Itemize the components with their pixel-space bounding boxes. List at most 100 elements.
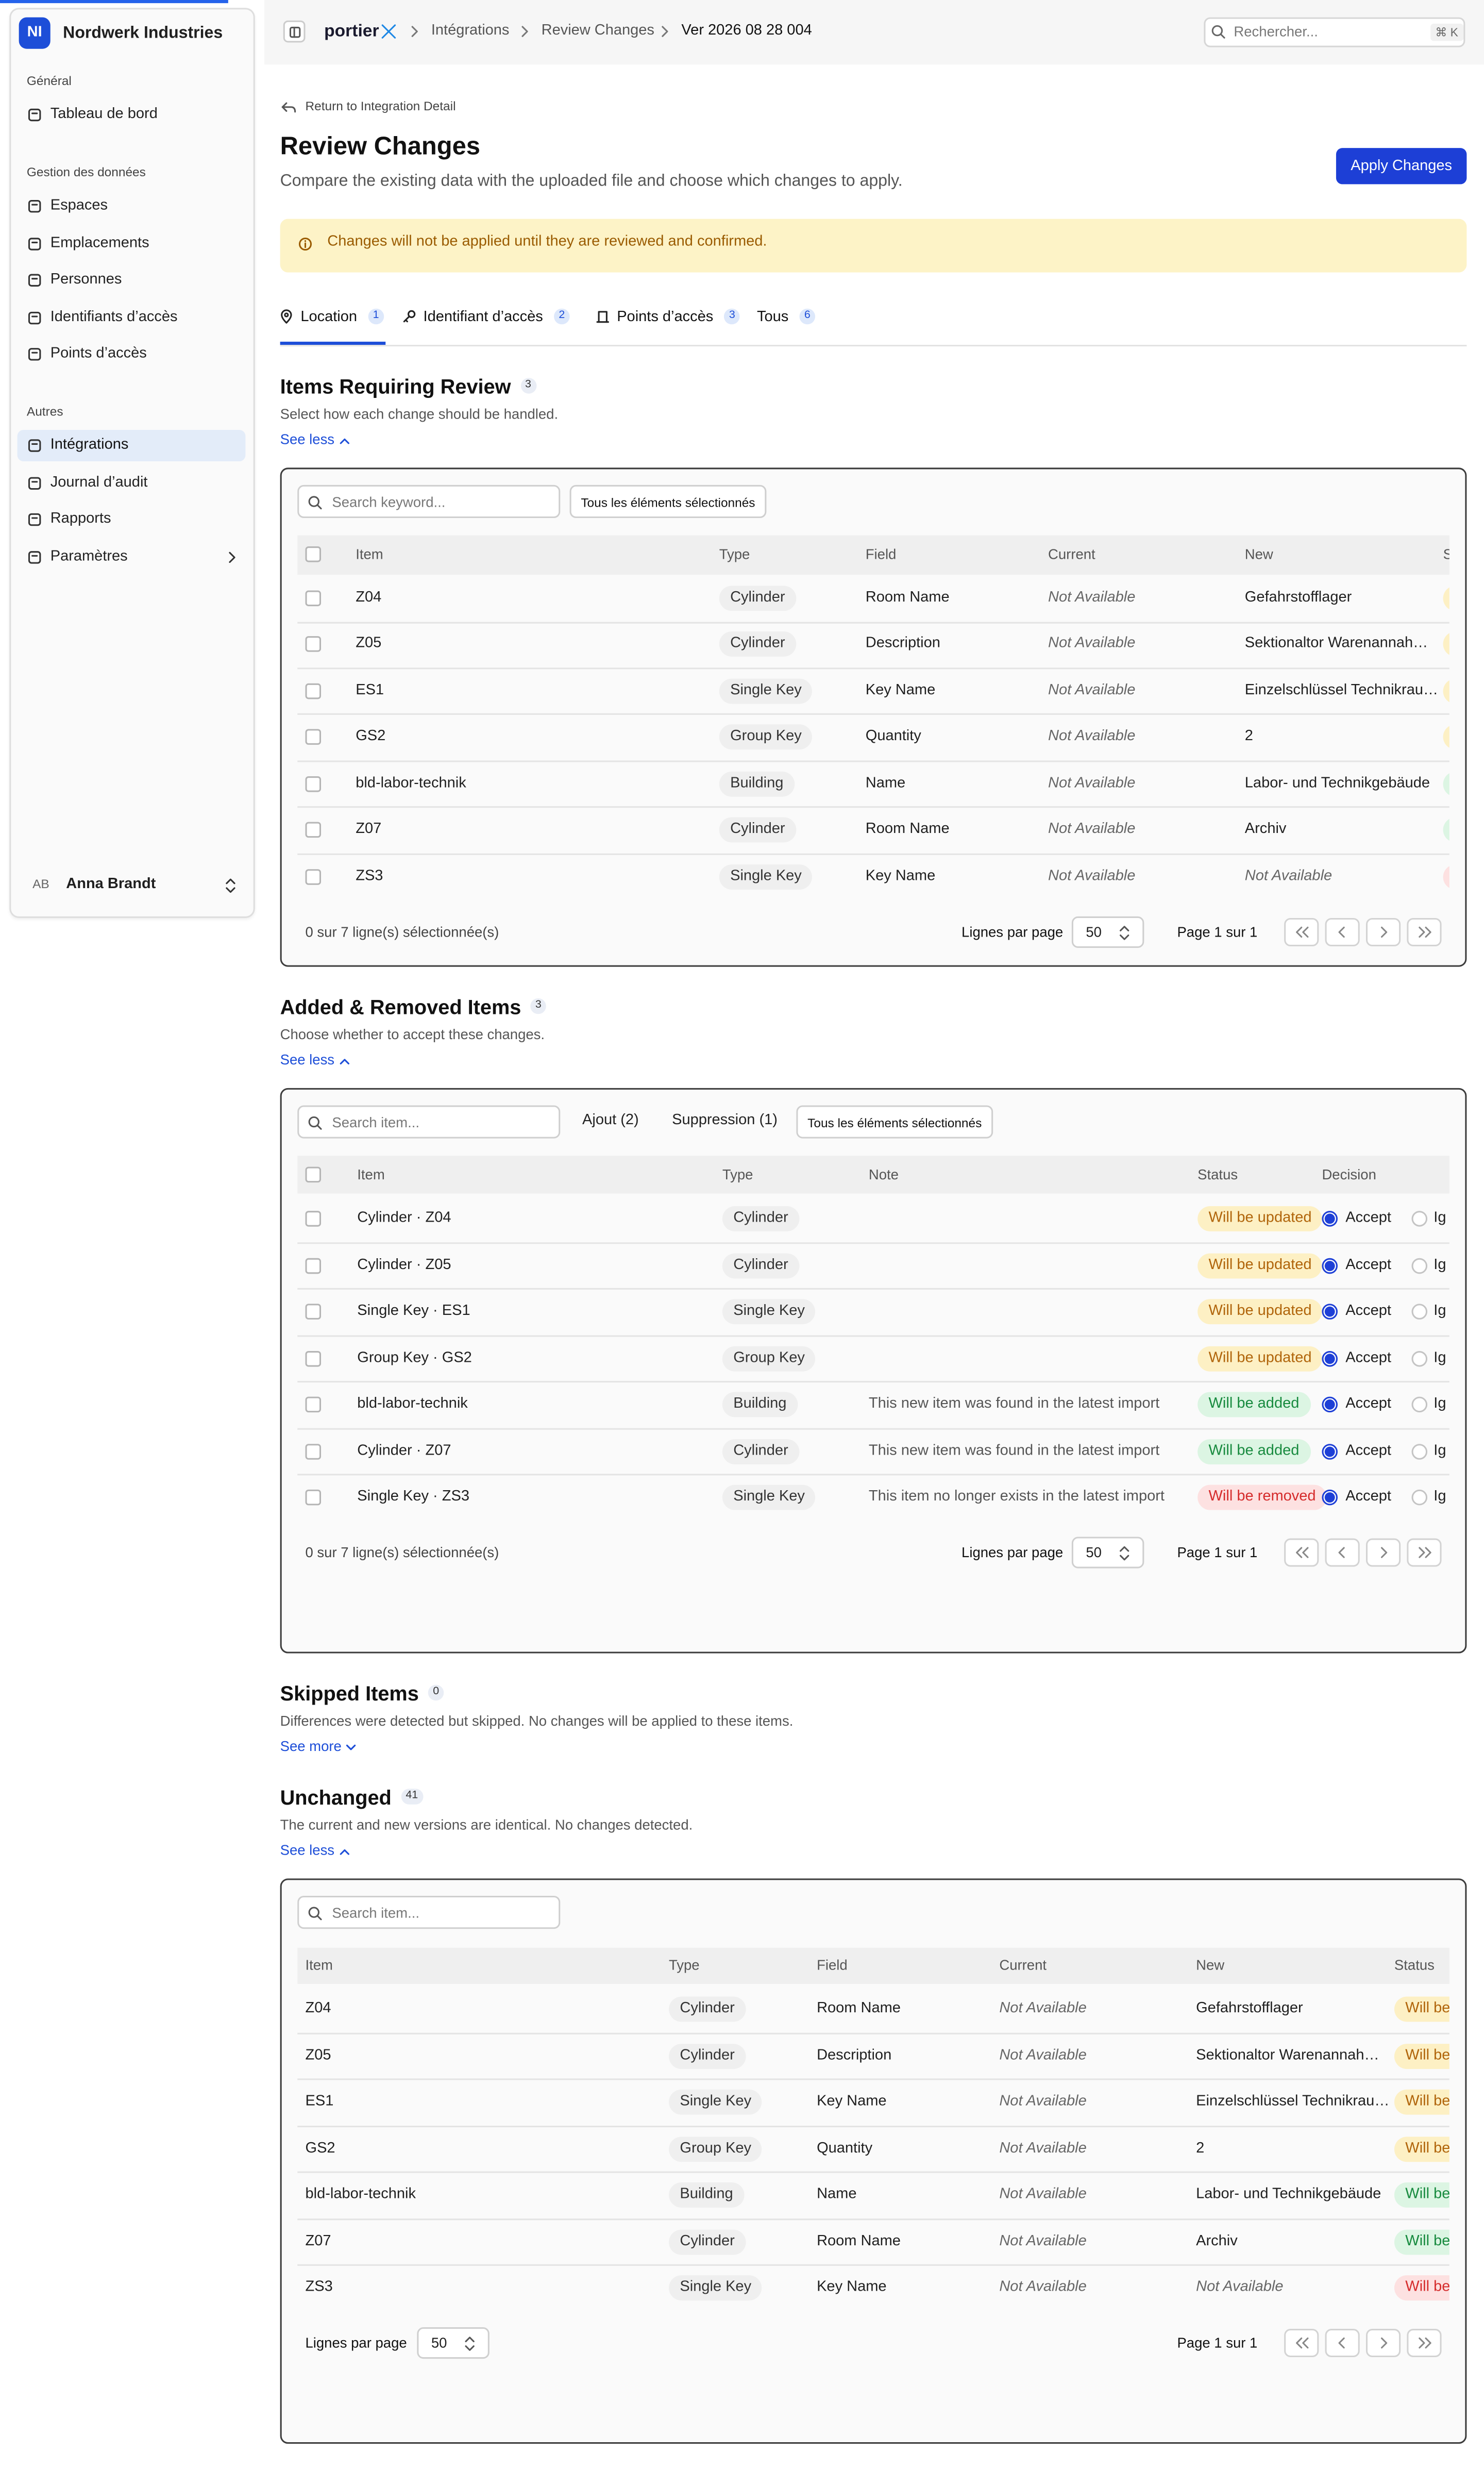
section-toggle[interactable]: See less <box>280 1842 335 1858</box>
checkbox[interactable] <box>305 1443 322 1459</box>
pager-button[interactable] <box>1325 1538 1360 1567</box>
status-badge: Will be updated <box>1198 1253 1323 1278</box>
sidebar-toggle[interactable] <box>283 20 306 43</box>
filter-chip[interactable]: Ajout (2) <box>582 1111 639 1129</box>
user-menu-icon <box>225 878 235 892</box>
nav-item[interactable]: Personnes <box>50 271 122 289</box>
back-link[interactable]: Return to Integration Detail <box>305 99 456 113</box>
rows-per-page-select[interactable] <box>1071 916 1144 948</box>
section-toggle[interactable]: See less <box>280 1052 335 1068</box>
radio-selected[interactable] <box>1322 1396 1338 1413</box>
checkbox[interactable] <box>305 1211 322 1227</box>
pager-button[interactable] <box>1284 1538 1319 1567</box>
cell-item: bld-labor-technik <box>356 774 466 792</box>
radio-selected[interactable] <box>1322 1489 1338 1506</box>
table-search[interactable] <box>297 1895 561 1929</box>
pager-button[interactable] <box>1365 2329 1401 2358</box>
select-all-button[interactable]: Tous les éléments sélectionnés <box>796 1105 993 1139</box>
column-header: Note <box>868 1166 899 1183</box>
column-header: Status <box>1198 1166 1238 1183</box>
cell-new: Einzelschlüssel Technikrau… <box>1244 681 1439 699</box>
apply-button[interactable]: Apply Changes <box>1336 148 1467 185</box>
table-search[interactable] <box>297 1105 561 1139</box>
pager-button[interactable] <box>1325 917 1360 946</box>
type-badge: Cylinder <box>668 2229 746 2254</box>
radio[interactable] <box>1411 1257 1428 1273</box>
radio-selected[interactable] <box>1322 1257 1338 1273</box>
tab[interactable]: Points d’accès 3 <box>596 304 740 329</box>
nav-item[interactable]: Journal d’audit <box>50 473 148 491</box>
type-badge: Building <box>719 771 795 797</box>
section-description: Differences were detected but skipped. N… <box>280 1713 794 1729</box>
status-badge: Will be updated <box>1198 1206 1323 1231</box>
cell-item: Z04 <box>356 589 382 607</box>
section-toggle[interactable]: See more <box>280 1738 342 1755</box>
brand-logo: portier <box>324 22 379 41</box>
nav-item[interactable]: Espaces <box>50 196 108 214</box>
nav-item[interactable]: Paramètres <box>50 547 128 565</box>
breadcrumb-item[interactable]: Intégrations <box>431 22 510 40</box>
cell-note: This item no longer exists in the latest… <box>868 1488 1165 1506</box>
tab[interactable]: Location 1 <box>280 304 384 329</box>
row-divider <box>297 714 1449 716</box>
radio[interactable] <box>1411 1396 1428 1413</box>
nav-item[interactable]: Tableau de bord <box>50 105 158 123</box>
radio-selected[interactable] <box>1322 1443 1338 1459</box>
checkbox[interactable] <box>305 590 322 607</box>
radio-selected[interactable] <box>1322 1211 1338 1227</box>
nav-item[interactable]: Intégrations <box>50 436 129 454</box>
checkbox[interactable] <box>305 1489 322 1506</box>
table-search[interactable] <box>297 485 561 519</box>
global-search[interactable] <box>1204 17 1465 47</box>
checkbox[interactable] <box>305 1304 322 1320</box>
pager-button[interactable] <box>1325 2329 1360 2358</box>
checkbox[interactable] <box>305 546 322 562</box>
checkbox[interactable] <box>305 1350 322 1366</box>
checkbox[interactable] <box>305 1396 322 1413</box>
pager-button[interactable] <box>1407 917 1442 946</box>
rows-per-page-select[interactable] <box>1071 1537 1144 1569</box>
radio-selected[interactable] <box>1322 1350 1338 1366</box>
section-toggle[interactable]: See less <box>280 431 335 447</box>
nav-item[interactable]: Emplacements <box>50 233 149 252</box>
radio[interactable] <box>1411 1443 1428 1459</box>
cell-current: Not Available <box>1048 635 1136 653</box>
checkbox[interactable] <box>305 822 322 838</box>
row-divider <box>297 1427 1449 1429</box>
checkbox[interactable] <box>305 1166 322 1183</box>
status-badge: Will be <box>1394 2182 1449 2208</box>
nav-item[interactable]: Rapports <box>50 510 111 528</box>
cell-item: Z07 <box>305 2232 331 2249</box>
tab[interactable]: Tous 6 <box>755 304 815 329</box>
pager-button[interactable] <box>1365 1538 1401 1567</box>
checkbox[interactable] <box>305 776 322 792</box>
pager-button[interactable] <box>1365 917 1401 946</box>
user-name[interactable]: Anna Brandt <box>66 875 156 893</box>
cell-field: Name <box>817 2186 857 2203</box>
filter-chip[interactable]: Suppression (1) <box>672 1111 778 1129</box>
select-all-button[interactable]: Tous les éléments sélectionnés <box>569 485 767 519</box>
type-badge: Single Key <box>719 864 813 890</box>
nav-item[interactable]: Identifiants d’accès <box>50 308 178 325</box>
breadcrumb-separator <box>411 26 417 37</box>
checkbox[interactable] <box>305 869 322 885</box>
checkbox[interactable] <box>305 637 322 653</box>
search-placeholder: Search keyword... <box>332 493 446 510</box>
radio-selected[interactable] <box>1322 1304 1338 1320</box>
checkbox[interactable] <box>305 729 322 745</box>
radio[interactable] <box>1411 1304 1428 1320</box>
checkbox[interactable] <box>305 683 322 699</box>
breadcrumb-item[interactable]: Review Changes <box>541 22 654 40</box>
cell-field: Room Name <box>817 2232 901 2249</box>
nav-item[interactable]: Points d’accès <box>50 345 147 362</box>
column-header: Field <box>817 1957 848 1973</box>
tab[interactable]: Identifiant d’accès 2 <box>403 304 570 329</box>
checkbox[interactable] <box>305 1257 322 1273</box>
radio[interactable] <box>1411 1350 1428 1366</box>
radio[interactable] <box>1411 1211 1428 1227</box>
rows-per-page-select[interactable] <box>417 2327 490 2359</box>
row-divider <box>297 2171 1449 2173</box>
radio[interactable] <box>1411 1489 1428 1506</box>
